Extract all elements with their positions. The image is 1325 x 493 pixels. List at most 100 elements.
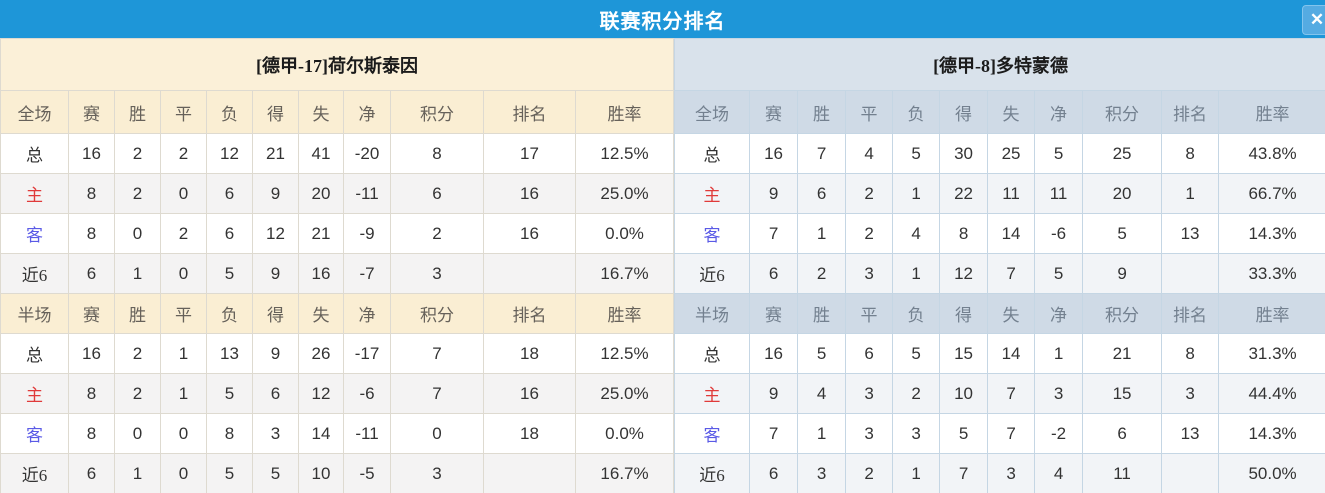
goal-diff-cell: -20 [343, 133, 391, 174]
stats-header-row: 全场赛胜平负得失净积分 排名 胜率 [674, 90, 1325, 134]
goals-for-cell: 7 [939, 453, 989, 493]
goals-for-cell: 9 [252, 173, 299, 214]
matches-cell: 16 [68, 133, 115, 174]
goals-for-cell: 21 [252, 133, 299, 174]
row-label: 主 [674, 373, 751, 414]
row-label: 客 [674, 213, 751, 254]
stat-header: 负 [892, 293, 941, 334]
stats-header-row: 全场赛胜平负得失净积分 排名 胜率 [0, 90, 675, 134]
rank-cell [1161, 453, 1220, 493]
stats-header-row: 半场赛胜平负得失净积分 排名 胜率 [0, 293, 675, 334]
win-rate-cell: 12.5% [574, 133, 675, 174]
win-rate-cell: 25.0% [574, 173, 675, 214]
goal-diff-cell: -11 [343, 413, 391, 454]
goals-against-cell: 25 [987, 133, 1036, 174]
draws-cell: 1 [160, 373, 207, 414]
draws-cell: 3 [845, 253, 894, 294]
away-team-stats-table: [德甲-8]多特蒙德 全场赛胜平负得失净积分 排名 胜率总 16 7 4 5 30 25 5 25 8… [674, 38, 1325, 493]
matches-cell: 7 [749, 413, 799, 454]
goals-against-cell: 7 [987, 373, 1036, 414]
losses-cell: 5 [206, 253, 253, 294]
table-row: 客 7 1 2 4 8 14 -6 5 13 14.3% [674, 213, 1325, 254]
goals-for-cell: 9 [252, 333, 299, 374]
stat-header: 赛 [68, 90, 115, 134]
table-row: 主 9 4 3 2 10 7 3 15 3 44.4% [674, 373, 1325, 414]
goal-diff-cell: -11 [343, 173, 391, 214]
stat-header: 平 [160, 90, 207, 134]
stat-header: 失 [987, 293, 1036, 334]
stat-header: 得 [939, 90, 989, 134]
stat-header: 得 [252, 90, 299, 134]
draws-cell: 0 [160, 173, 207, 214]
points-cell: 7 [390, 333, 484, 374]
win-rate-cell: 50.0% [1218, 453, 1325, 493]
draws-cell: 3 [845, 373, 894, 414]
stat-header: 负 [206, 293, 253, 334]
row-label: 客 [0, 213, 69, 254]
goals-against-cell: 3 [987, 453, 1036, 493]
row-label: 主 [0, 373, 69, 414]
stat-header: 排名 [1161, 90, 1220, 134]
goals-against-cell: 11 [987, 173, 1036, 214]
stat-header: 失 [987, 90, 1036, 134]
goal-diff-cell: -9 [343, 213, 391, 254]
losses-cell: 2 [892, 373, 941, 414]
rank-cell: 18 [483, 333, 576, 374]
stat-header: 赛 [749, 293, 799, 334]
stat-header: 积分 [390, 293, 484, 334]
points-cell: 11 [1082, 453, 1163, 493]
draws-cell: 6 [845, 333, 894, 374]
goal-diff-cell: 5 [1034, 253, 1084, 294]
comparison-panels: [德甲-17]荷尔斯泰因 全场赛胜平负得失净积分 排名 胜率总 16 2 2 12 21 41-… [0, 38, 1325, 493]
scope-header: 半场 [0, 293, 69, 334]
stat-header: 净 [1034, 293, 1084, 334]
losses-cell: 4 [892, 213, 941, 254]
panel-home-team: [德甲-17]荷尔斯泰因 全场赛胜平负得失净积分 排名 胜率总 16 2 2 12 21 41-… [0, 38, 675, 493]
close-icon[interactable]: ✕ [1302, 5, 1325, 35]
row-label: 客 [674, 413, 751, 454]
wins-cell: 7 [797, 133, 847, 174]
table-row: 主 8 2 0 6 9 20 -11 6 16 25.0% [0, 173, 675, 214]
goals-against-cell: 10 [298, 453, 344, 493]
losses-cell: 1 [892, 253, 941, 294]
stats-header-row: 半场赛胜平负得失净积分 排名 胜率 [674, 293, 1325, 334]
losses-cell: 1 [892, 453, 941, 493]
row-label: 主 [674, 173, 751, 214]
table-row: 近6 6 3 2 1 7 3 4 11 50.0% [674, 453, 1325, 493]
wins-cell: 1 [114, 453, 161, 493]
points-cell: 21 [1082, 333, 1163, 374]
win-rate-cell: 14.3% [1218, 413, 1325, 454]
matches-cell: 9 [749, 173, 799, 214]
stat-header: 平 [845, 90, 894, 134]
goal-diff-cell: 3 [1034, 373, 1084, 414]
win-rate-cell: 66.7% [1218, 173, 1325, 214]
goals-against-cell: 14 [987, 333, 1036, 374]
draws-cell: 0 [160, 453, 207, 493]
goal-diff-cell: -7 [343, 253, 391, 294]
rank-cell [483, 253, 576, 294]
losses-cell: 3 [892, 413, 941, 454]
goals-for-cell: 3 [252, 413, 299, 454]
stat-header: 积分 [390, 90, 484, 134]
losses-cell: 5 [892, 333, 941, 374]
rank-cell: 8 [1161, 133, 1220, 174]
wins-cell: 2 [114, 173, 161, 214]
draws-cell: 1 [160, 333, 207, 374]
losses-cell: 5 [892, 133, 941, 174]
scope-header: 半场 [674, 293, 751, 334]
stat-header: 平 [160, 293, 207, 334]
points-cell: 6 [390, 173, 484, 214]
losses-cell: 8 [206, 413, 253, 454]
draws-cell: 2 [160, 133, 207, 174]
team-header-row: [德甲-8]多特蒙德 [674, 38, 1325, 91]
draws-cell: 0 [160, 253, 207, 294]
wins-cell: 2 [114, 373, 161, 414]
scope-header: 全场 [0, 90, 69, 134]
goal-diff-cell: 4 [1034, 453, 1084, 493]
stat-header: 胜率 [574, 293, 675, 334]
goals-for-cell: 15 [939, 333, 989, 374]
stat-header: 净 [343, 293, 391, 334]
goal-diff-cell: -6 [343, 373, 391, 414]
losses-cell: 1 [892, 173, 941, 214]
goal-diff-cell: 11 [1034, 173, 1084, 214]
